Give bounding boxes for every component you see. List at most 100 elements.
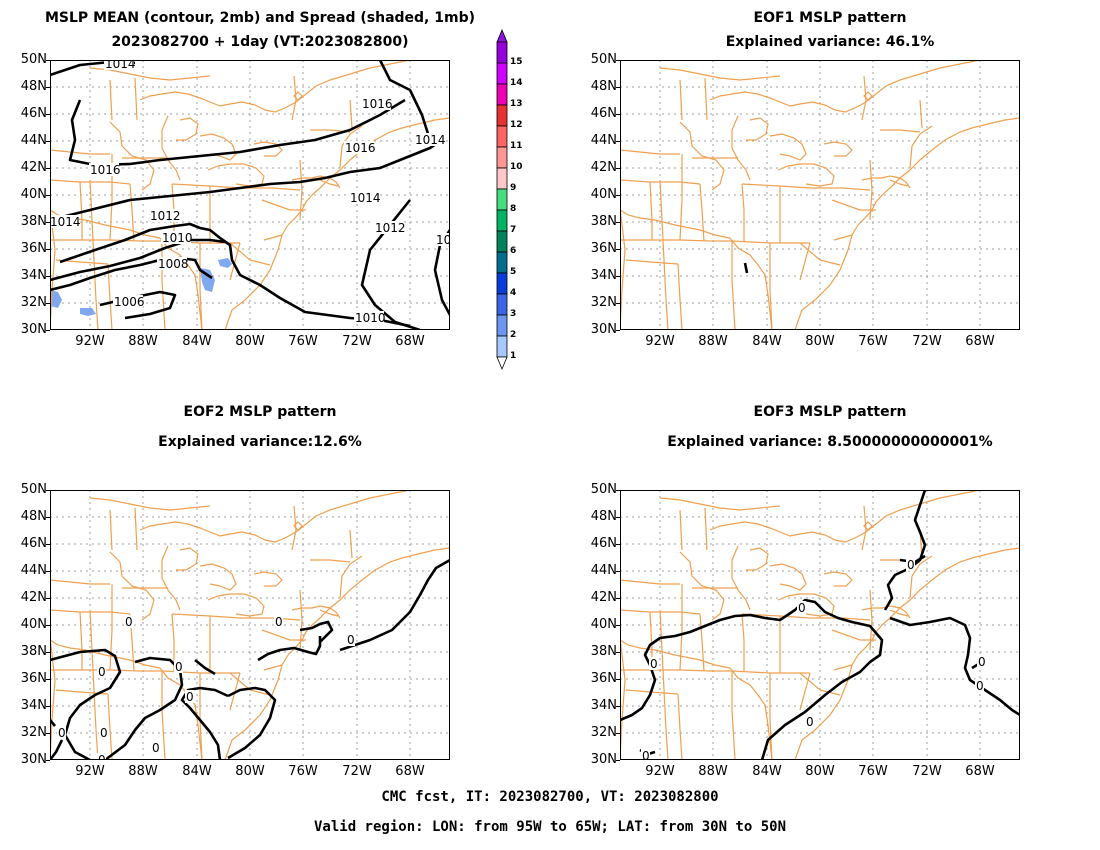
coastline-border bbox=[731, 241, 736, 331]
lon-tick-label: 80W bbox=[805, 334, 835, 349]
lat-tick bbox=[616, 87, 620, 88]
coastline-border bbox=[857, 547, 1021, 656]
lat-tick bbox=[46, 517, 50, 518]
lat-tick-label: 38N bbox=[20, 214, 47, 229]
contour-line bbox=[378, 59, 432, 141]
coastline-border bbox=[291, 605, 341, 619]
island-outline bbox=[293, 91, 303, 101]
colorbar-label: 10 bbox=[510, 162, 523, 172]
contour-label: 1010 bbox=[355, 311, 386, 325]
lat-tick bbox=[46, 625, 50, 626]
lat-tick bbox=[616, 222, 620, 223]
coastline-border bbox=[109, 79, 113, 121]
lon-tick-label: 68W bbox=[965, 764, 995, 779]
lat-tick bbox=[616, 733, 620, 734]
colorbar-swatch bbox=[496, 41, 508, 64]
coastline-border bbox=[741, 613, 745, 671]
contour-label: 1016 bbox=[90, 163, 121, 177]
coastline-border bbox=[79, 181, 83, 240]
colorbar-swatch bbox=[496, 188, 508, 211]
contour-label: 0 bbox=[642, 749, 650, 760]
coastline-border bbox=[861, 175, 911, 189]
contour-label-bg bbox=[151, 741, 160, 754]
coastline-border bbox=[769, 243, 773, 331]
lat-tick-label: 50N bbox=[590, 52, 617, 67]
lon-tick-label: 88W bbox=[128, 334, 158, 349]
contour-label: 1014 bbox=[50, 215, 81, 229]
colorbar-swatch bbox=[496, 314, 508, 337]
coastline-border bbox=[769, 133, 807, 161]
coastline-border bbox=[199, 243, 203, 331]
lon-tick-label: 92W bbox=[75, 334, 105, 349]
map-mslp-mean: 1014 1016 1016 1016 1014 1014 1012 1012 1010 1010… bbox=[49, 57, 467, 332]
lat-tick bbox=[46, 544, 50, 545]
coastline-border bbox=[261, 199, 306, 211]
lon-tick-label: 76W bbox=[288, 334, 318, 349]
coastline-border bbox=[794, 654, 859, 761]
lat-tick bbox=[616, 141, 620, 142]
contour-label: 1006 bbox=[114, 295, 145, 309]
coastline-border bbox=[139, 91, 243, 107]
lon-tick-label: 72W bbox=[342, 764, 372, 779]
lat-tick-label: 36N bbox=[590, 671, 617, 686]
contour-label-bg bbox=[113, 295, 143, 308]
panel-mslp-mean: 1014 1016 1016 1016 1014 1014 1012 1012 1010 1010… bbox=[49, 57, 467, 332]
lat-tick bbox=[616, 760, 620, 761]
colorbar-label: 14 bbox=[510, 78, 523, 88]
lat-tick-label: 40N bbox=[590, 187, 617, 202]
contour-label: 0 bbox=[100, 726, 108, 740]
lat-tick-label: 42N bbox=[20, 160, 47, 175]
coastline-border bbox=[857, 117, 1021, 226]
lat-tick bbox=[46, 733, 50, 734]
contour-line bbox=[743, 262, 749, 274]
lat-tick bbox=[616, 706, 620, 707]
coastline-border bbox=[810, 187, 871, 191]
coastline-border bbox=[679, 509, 683, 551]
coastline-border bbox=[49, 149, 110, 155]
map-frame bbox=[50, 490, 450, 760]
contour-line bbox=[68, 98, 406, 167]
lat-tick-label: 40N bbox=[20, 187, 47, 202]
colorbar-bottom-arrow bbox=[496, 356, 508, 371]
coastline-border bbox=[823, 141, 853, 157]
coastline-border bbox=[659, 67, 781, 81]
contour-label-bg bbox=[354, 311, 384, 324]
lat-tick bbox=[616, 652, 620, 653]
lat-tick bbox=[46, 141, 50, 142]
contour-line bbox=[299, 620, 334, 643]
coastline-border bbox=[207, 593, 265, 617]
coastline-border bbox=[799, 672, 841, 696]
colorbar-label: 7 bbox=[510, 225, 516, 235]
lat-tick-label: 48N bbox=[590, 79, 617, 94]
contour-label-bg bbox=[124, 615, 133, 628]
contour-label-bg bbox=[349, 191, 379, 204]
lat-tick-label: 50N bbox=[20, 482, 47, 497]
coastline-border bbox=[794, 224, 859, 331]
lat-tick bbox=[46, 114, 50, 115]
contour-label-bg bbox=[975, 679, 984, 692]
coastline-border bbox=[799, 242, 811, 281]
coastline-border bbox=[229, 242, 241, 281]
lat-tick-label: 44N bbox=[590, 133, 617, 148]
lon-tick-label: 68W bbox=[395, 764, 425, 779]
lat-tick bbox=[616, 276, 620, 277]
coastline-border bbox=[769, 563, 807, 591]
contour-label: 0 bbox=[152, 741, 160, 755]
contour-label-bg bbox=[649, 657, 658, 670]
coastline-border bbox=[319, 179, 339, 187]
panel2-title-line2: Explained variance: 46.1% bbox=[725, 34, 935, 50]
colorbar-top-arrow bbox=[496, 28, 508, 43]
coastline-border bbox=[889, 609, 909, 617]
coastline-border bbox=[833, 664, 853, 671]
colorbar-label: 8 bbox=[510, 204, 516, 214]
lat-tick-label: 48N bbox=[20, 509, 47, 524]
lat-tick-label: 34N bbox=[20, 698, 47, 713]
map-frame bbox=[620, 60, 1020, 330]
coastline-border bbox=[811, 489, 981, 543]
footer-forecast-info: CMC fcst, IT: 2023082700, VT: 2023082800 bbox=[381, 789, 719, 805]
lat-tick bbox=[46, 330, 50, 331]
lon-tick-label: 88W bbox=[128, 764, 158, 779]
lat-tick-label: 44N bbox=[20, 133, 47, 148]
coastline-border bbox=[139, 521, 243, 537]
coastline-border bbox=[909, 125, 933, 169]
